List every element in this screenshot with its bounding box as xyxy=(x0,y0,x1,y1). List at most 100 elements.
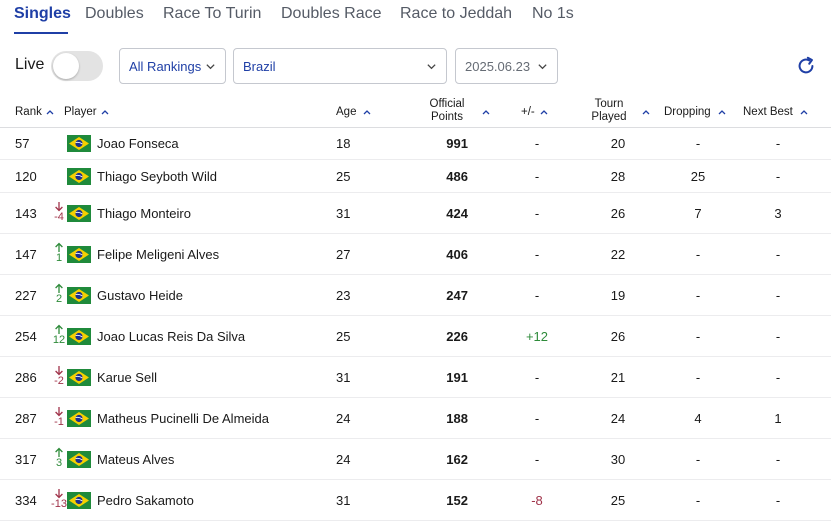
brazil-flag-icon xyxy=(67,369,91,386)
rank-value: 147 xyxy=(15,247,37,262)
brazil-flag-icon xyxy=(67,287,91,304)
dropping-value: 25 xyxy=(690,169,706,184)
brazil-flag-icon xyxy=(67,168,91,185)
next-best-value: - xyxy=(775,169,781,184)
tournaments-played-value: 25 xyxy=(610,493,626,508)
country-select[interactable]: Brazil xyxy=(233,48,447,84)
player-name-link[interactable]: Pedro Sakamoto xyxy=(97,493,194,508)
plus-minus-value: +12 xyxy=(525,329,549,344)
header-dropping[interactable]: Dropping xyxy=(664,106,711,118)
plus-minus-value: -8 xyxy=(531,493,543,508)
sort-up-icon[interactable] xyxy=(101,109,109,115)
rank-value: 57 xyxy=(15,136,30,151)
player-name-link[interactable]: Thiago Seyboth Wild xyxy=(97,169,217,184)
tournaments-played-value: 20 xyxy=(610,136,626,151)
dropping-value: - xyxy=(695,288,701,303)
table-row: 286 -2 Karue Sell 31 191 - 21 - - xyxy=(0,357,831,398)
rank-movement-value: -4 xyxy=(54,211,64,223)
age-value: 23 xyxy=(336,288,351,303)
sort-up-icon[interactable] xyxy=(718,109,726,115)
rank-value: 227 xyxy=(15,288,37,303)
live-toggle[interactable] xyxy=(51,51,103,81)
age-value: 24 xyxy=(336,452,351,467)
dropping-value: 4 xyxy=(694,411,702,426)
tournaments-played-value: 26 xyxy=(610,206,626,221)
ranking-type-select[interactable]: All Rankings xyxy=(119,48,226,84)
player-name-link[interactable]: Thiago Monteiro xyxy=(97,206,191,221)
brazil-flag-icon xyxy=(67,205,91,222)
plus-minus-value: - xyxy=(534,136,540,151)
brazil-flag-icon xyxy=(67,246,91,263)
tournaments-played-value: 21 xyxy=(610,370,626,385)
age-value: 31 xyxy=(336,493,351,508)
brazil-flag-icon xyxy=(67,328,91,345)
table-row: 317 3 Mateus Alves 24 162 - 30 - - xyxy=(0,439,831,480)
tournaments-played-value: 26 xyxy=(610,329,626,344)
sort-up-icon[interactable] xyxy=(540,109,548,115)
player-name-link[interactable]: Mateus Alves xyxy=(97,452,175,467)
player-name-link[interactable]: Felipe Meligeni Alves xyxy=(97,247,220,262)
date-select[interactable]: 2025.06.23 xyxy=(455,48,558,84)
plus-minus-value: - xyxy=(534,247,540,262)
refresh-icon[interactable] xyxy=(795,55,817,77)
header-rank[interactable]: Rank xyxy=(15,106,42,118)
tournaments-played-value: 19 xyxy=(610,288,626,303)
sort-up-icon[interactable] xyxy=(482,109,490,115)
sort-up-icon[interactable] xyxy=(46,109,54,115)
rank-movement-value: 1 xyxy=(55,252,63,264)
header-official-points-line2: Points xyxy=(431,111,463,123)
age-value: 31 xyxy=(336,206,351,221)
plus-minus-value: - xyxy=(534,169,540,184)
chevron-down-icon xyxy=(427,64,436,70)
header-plus-minus[interactable]: +/- xyxy=(521,106,535,118)
dropping-value: - xyxy=(695,247,701,262)
sort-up-icon[interactable] xyxy=(363,109,371,115)
tab-doubles-race[interactable]: Doubles Race xyxy=(281,5,382,22)
player-name-link[interactable]: Matheus Pucinelli De Almeida xyxy=(97,411,269,426)
official-points-value: 991 xyxy=(446,136,468,151)
player-name-link[interactable]: Joao Lucas Reis Da Silva xyxy=(97,329,246,344)
arrow-up-icon xyxy=(55,283,63,293)
tab-race-to-jeddah[interactable]: Race to Jeddah xyxy=(400,5,513,22)
arrow-down-icon xyxy=(55,407,63,417)
table-header: Rank Player Age Official Points +/- Tour… xyxy=(0,96,831,128)
header-tourn-played[interactable]: Tourn Played xyxy=(586,98,632,124)
next-best-value: - xyxy=(775,329,781,344)
player-name-link[interactable]: Gustavo Heide xyxy=(97,288,183,303)
table-row: 147 1 Felipe Meligeni Alves 27 406 - 22 - - xyxy=(0,234,831,275)
official-points-value: 152 xyxy=(446,493,468,508)
arrow-down-icon xyxy=(55,489,63,499)
table-row: 227 2 Gustavo Heide 23 247 - 19 - - xyxy=(0,275,831,316)
tab-no-1s[interactable]: No 1s xyxy=(532,5,574,22)
tab-doubles[interactable]: Doubles xyxy=(85,5,144,22)
rank-movement-value: 2 xyxy=(55,293,63,305)
sort-up-icon[interactable] xyxy=(642,109,650,115)
rank-movement: -13 xyxy=(49,488,69,510)
header-official-points[interactable]: Official Points xyxy=(422,98,472,124)
next-best-value: - xyxy=(775,452,781,467)
rank-movement-value: 3 xyxy=(55,457,63,469)
official-points-value: 188 xyxy=(446,411,468,426)
age-value: 27 xyxy=(336,247,351,262)
official-points-value: 406 xyxy=(446,247,468,262)
player-name-link[interactable]: Joao Fonseca xyxy=(97,136,179,151)
rank-value: 120 xyxy=(15,169,37,184)
rank-movement: -2 xyxy=(49,365,69,387)
header-next-best[interactable]: Next Best xyxy=(743,106,793,118)
plus-minus-value: - xyxy=(534,452,540,467)
arrow-down-icon xyxy=(55,366,63,376)
official-points-value: 424 xyxy=(446,206,468,221)
tournaments-played-value: 22 xyxy=(610,247,626,262)
player-name-link[interactable]: Karue Sell xyxy=(97,370,157,385)
tab-singles[interactable]: Singles xyxy=(14,5,71,22)
rank-movement-value: -2 xyxy=(54,375,64,387)
table-row: 120 Thiago Seyboth Wild 25 486 - 28 25 - xyxy=(0,160,831,193)
tournaments-played-value: 30 xyxy=(610,452,626,467)
sort-up-icon[interactable] xyxy=(800,109,808,115)
tab-race-to-turin[interactable]: Race To Turin xyxy=(163,5,262,22)
header-age[interactable]: Age xyxy=(336,106,357,118)
header-player[interactable]: Player xyxy=(64,106,97,118)
table-row: 57 Joao Fonseca 18 991 - 20 - - xyxy=(0,128,831,160)
arrow-up-icon xyxy=(55,447,63,457)
active-tab-underline xyxy=(14,32,68,34)
